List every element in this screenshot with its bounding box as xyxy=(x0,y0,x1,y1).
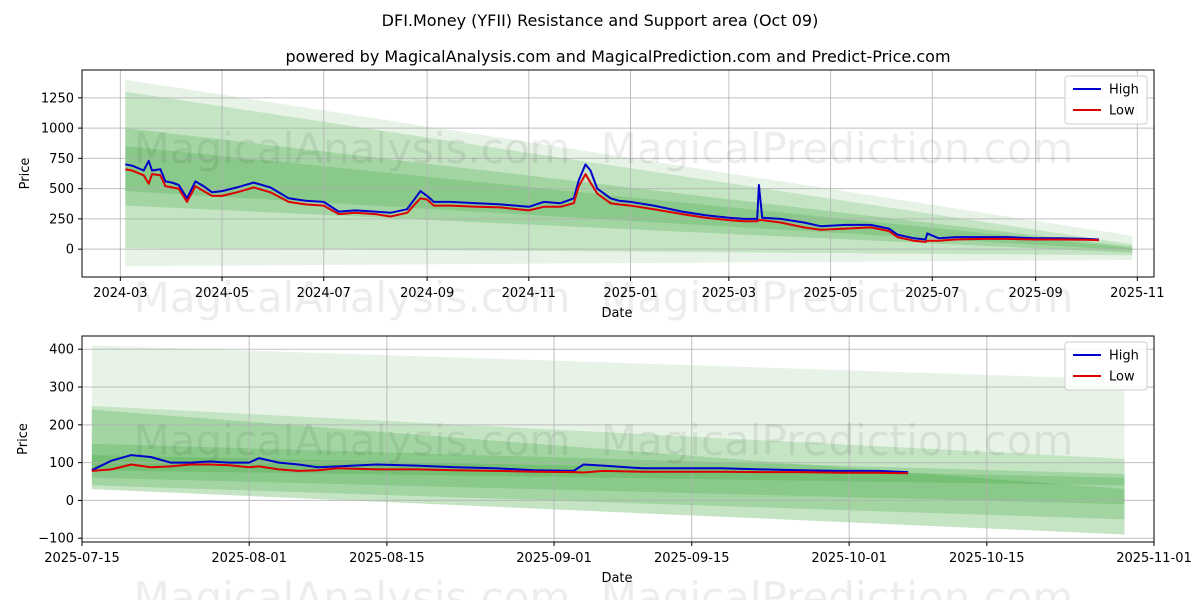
series-line-low xyxy=(91,463,909,475)
legend-label-high: High xyxy=(1109,349,1139,364)
legend: High Low xyxy=(1064,341,1148,391)
y-tick-label: 1000 xyxy=(41,122,74,137)
support-resistance-band-0 xyxy=(125,79,1133,267)
x-tick-label: 2025-10-01 xyxy=(811,551,887,566)
y-tick-label: 400 xyxy=(49,343,74,358)
x-tick-label: 2025-07-15 xyxy=(44,551,120,566)
x-tick-label: 2025-03 xyxy=(702,286,756,301)
axes-frame xyxy=(81,69,1155,278)
y-axis-label: Price xyxy=(18,158,33,190)
x-tick-label: 2024-07 xyxy=(297,286,351,301)
y-tick-label: −100 xyxy=(38,532,74,547)
support-resistance-band-0 xyxy=(91,345,1125,535)
support-resistance-band-3 xyxy=(125,146,1133,251)
plot-area xyxy=(82,336,1154,542)
x-tick-label: 2024-11 xyxy=(502,286,556,301)
legend: High Low xyxy=(1064,75,1148,125)
support-resistance-band-2 xyxy=(91,409,1125,520)
x-tick-label: 2025-10-15 xyxy=(949,551,1025,566)
y-tick-label: 1250 xyxy=(41,91,74,106)
top-price-panel: MagicalAnalysis.com MagicalAnalysis.com Ma… xyxy=(18,69,1164,322)
x-tick-label: 2025-08-01 xyxy=(211,551,287,566)
x-axis-label: Date xyxy=(601,571,632,586)
watermark-text: MagicalPrediction.com xyxy=(601,573,1074,600)
support-resistance-band-3 xyxy=(91,443,1125,505)
y-tick-label: 750 xyxy=(49,152,74,167)
x-tick-label: 2025-08-15 xyxy=(349,551,425,566)
y-tick-label: 0 xyxy=(66,494,74,509)
watermark-text: MagicalPrediction.com xyxy=(601,416,1074,465)
legend-label-high: High xyxy=(1109,83,1139,98)
chart-title: DFI.Money (YFII) Resistance and Support … xyxy=(382,11,819,30)
y-tick-label: 100 xyxy=(49,456,74,471)
x-tick-label: 2025-01 xyxy=(603,286,657,301)
x-tick-label: 2025-07 xyxy=(905,286,959,301)
x-tick-label: 2025-05 xyxy=(803,286,857,301)
chart-subtitle: powered by MagicalAnalysis.com and Magic… xyxy=(285,47,950,66)
bottom-price-panel: MagicalAnalysis.com MagicalAnalysis.com Ma… xyxy=(16,335,1192,600)
series-line-low xyxy=(125,168,1100,243)
legend-label-low: Low xyxy=(1109,370,1135,385)
x-tick-label: 2024-09 xyxy=(400,286,454,301)
x-tick-label: 2025-11 xyxy=(1110,286,1164,301)
axes-frame xyxy=(81,335,1155,543)
watermark-text: MagicalAnalysis.com xyxy=(134,416,571,465)
x-tick-label: 2024-05 xyxy=(195,286,249,301)
watermark-text: MagicalPrediction.com xyxy=(601,273,1074,322)
watermark-text: MagicalAnalysis.com xyxy=(134,124,571,173)
series-line-high xyxy=(125,159,1100,241)
watermark-text: MagicalAnalysis.com xyxy=(134,573,571,600)
x-tick-label: 2025-09-01 xyxy=(516,551,592,566)
x-tick-label: 2024-03 xyxy=(93,286,147,301)
x-tick-label: 2025-11-01 xyxy=(1116,551,1192,566)
x-axis-label: Date xyxy=(601,306,632,321)
series-line-high xyxy=(91,454,909,474)
plot-area xyxy=(82,70,1154,277)
x-tick-label: 2025-09-15 xyxy=(654,551,730,566)
y-axis-label: Price xyxy=(16,423,31,455)
watermark-text: MagicalAnalysis.com xyxy=(134,273,571,322)
x-tick-label: 2025-09 xyxy=(1008,286,1062,301)
y-tick-label: 0 xyxy=(66,243,74,258)
y-tick-label: 500 xyxy=(49,182,74,197)
y-tick-label: 300 xyxy=(49,381,74,396)
watermark-text: MagicalPrediction.com xyxy=(601,124,1074,173)
legend-label-low: Low xyxy=(1109,104,1135,119)
support-resistance-band-2 xyxy=(125,128,1133,253)
y-tick-label: 250 xyxy=(49,212,74,227)
y-tick-label: 200 xyxy=(49,418,74,433)
